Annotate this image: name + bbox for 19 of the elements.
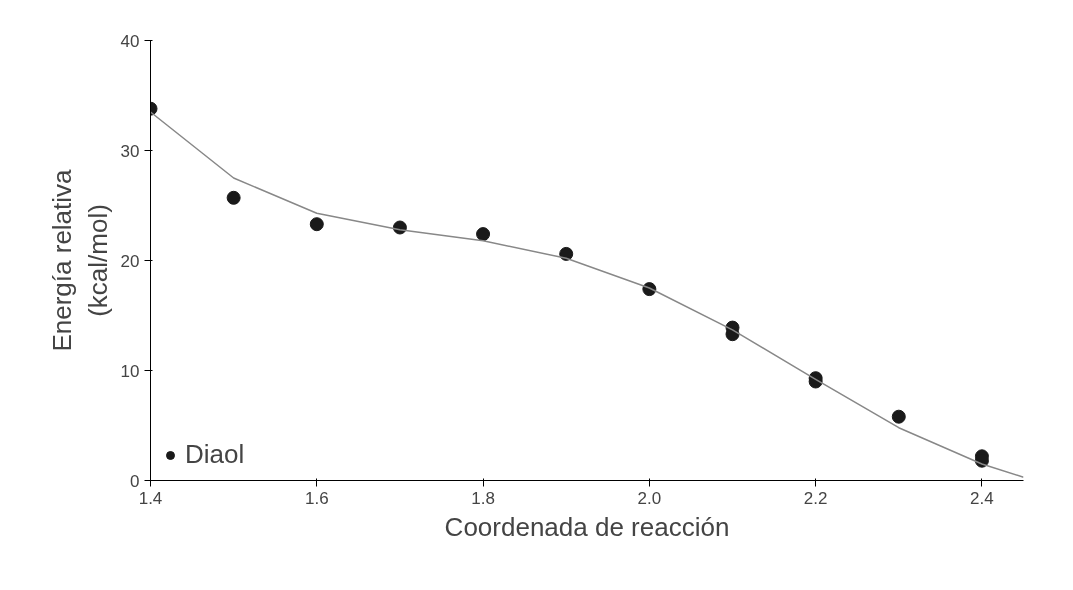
x-tick-label: 1.6 (304, 488, 329, 508)
point (309, 217, 324, 232)
y-axis-title: Energía relativa (kcal/mol) (46, 168, 113, 352)
point (559, 246, 574, 261)
legend-label: Diaol (185, 439, 245, 470)
y-tick-label: 0 (130, 471, 140, 491)
x-tick-label: 2.0 (637, 488, 662, 508)
y-tick-label: 20 (120, 251, 140, 271)
x-tick-label: 1.4 (138, 488, 163, 508)
y-tick-label: 10 (120, 361, 140, 381)
y-tick-label: 30 (120, 141, 140, 161)
y-tick-label: 40 (120, 31, 140, 51)
point (891, 409, 906, 424)
x-axis-title: Coordenada de reacción (444, 511, 730, 542)
x-tick-label: 2.4 (970, 488, 994, 508)
point (226, 190, 241, 205)
x-tick-label: 2.2 (803, 488, 828, 508)
x-tick-label: 1.8 (471, 488, 495, 508)
point (476, 227, 491, 242)
